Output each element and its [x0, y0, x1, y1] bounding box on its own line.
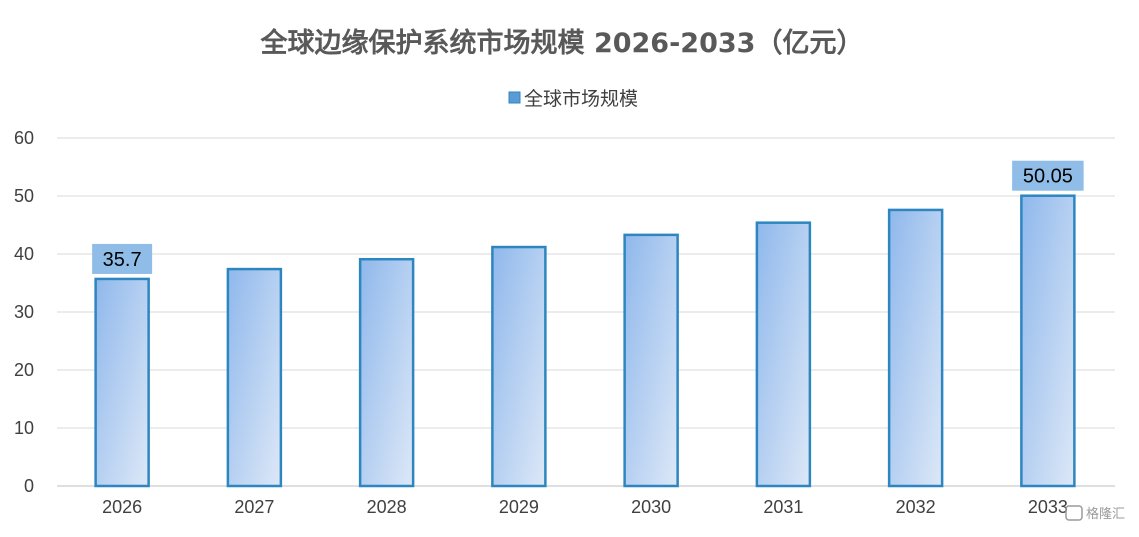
y-tick-label: 40	[14, 244, 34, 264]
bars	[94, 194, 1076, 488]
x-tick-label: 2033	[1028, 497, 1068, 517]
watermark-logo-icon	[1065, 505, 1083, 521]
gridlines	[57, 137, 1115, 487]
watermark-label: 格隆汇	[1086, 506, 1125, 522]
data-labels: 35.7 50.05	[92, 160, 1084, 274]
bar-2028	[358, 257, 415, 488]
y-tick-label: 30	[14, 302, 34, 322]
y-tick-label: 0	[24, 476, 34, 496]
x-axis-ticks: 2026 2027 2028 2029 2030 2031 2032 2033	[102, 497, 1068, 517]
chart-title: 全球边缘保护系统市场规模 2026-2033（亿元）	[260, 27, 864, 59]
bar-2032	[887, 208, 944, 488]
bar-2029	[491, 245, 547, 488]
data-label-box	[92, 243, 153, 274]
watermark: 格隆汇	[1065, 505, 1125, 522]
data-label-value: 35.7	[103, 249, 142, 271]
y-tick-label: 10	[14, 418, 34, 438]
x-tick-label: 2030	[631, 497, 671, 517]
data-label-2033: 50.05	[1012, 160, 1084, 191]
x-tick-label: 2032	[896, 497, 936, 517]
legend-marker	[508, 91, 521, 104]
bar-2030	[623, 233, 679, 488]
y-tick-label: 20	[14, 360, 34, 380]
bar-2026	[94, 277, 150, 488]
bar-2027	[226, 267, 283, 488]
y-tick-label: 50	[14, 186, 34, 206]
x-tick-label: 2031	[763, 497, 803, 517]
legend: 全球市场规模	[508, 88, 638, 110]
y-tick-label: 60	[14, 128, 34, 148]
bar-2033	[1020, 194, 1076, 488]
data-label-value: 50.05	[1023, 166, 1073, 188]
x-tick-label: 2028	[367, 497, 407, 517]
data-label-box	[1012, 160, 1084, 191]
y-axis-ticks: 0 10 20 30 40 50 60	[14, 128, 34, 496]
x-tick-label: 2026	[102, 497, 142, 517]
legend-label: 全球市场规模	[524, 88, 638, 110]
x-tick-label: 2029	[499, 497, 539, 517]
x-tick-label: 2027	[234, 497, 274, 517]
data-label-2026: 35.7	[92, 243, 153, 274]
bar-2031	[755, 221, 812, 488]
